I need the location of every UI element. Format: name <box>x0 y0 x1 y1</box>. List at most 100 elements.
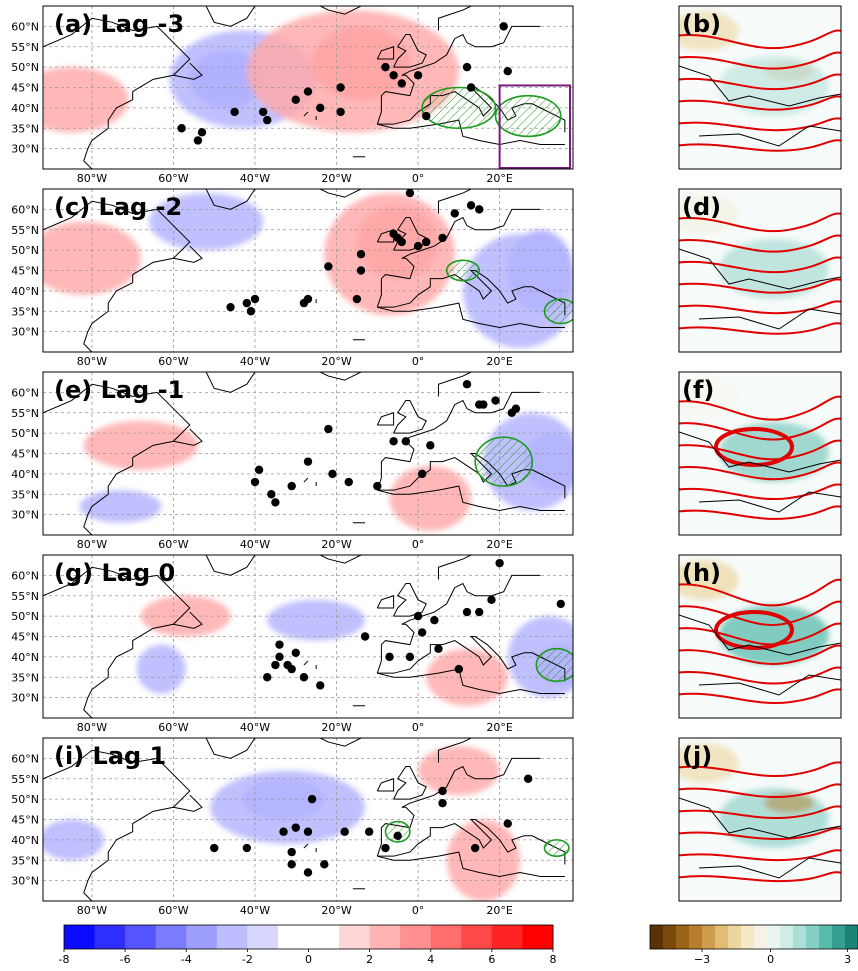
geopotential-contour <box>679 688 841 704</box>
side-coastline <box>679 65 841 107</box>
event-point <box>210 843 219 853</box>
event-point <box>356 250 366 259</box>
lon-tick-label: 80°W <box>77 721 107 734</box>
map-frame <box>42 737 574 902</box>
event-point <box>462 380 472 389</box>
side-negative-shading <box>679 743 739 783</box>
side-panel: (d) <box>678 188 842 353</box>
map-layers <box>43 372 573 535</box>
side-layers <box>679 377 841 520</box>
side-negative-shading <box>679 194 739 234</box>
colorbar-segment <box>780 925 794 949</box>
lat-tick-label: 30°N <box>11 143 39 156</box>
event-point <box>307 794 317 804</box>
panels: (a) Lag -3 60°N 55°N 50°N 45°N 40°N 35°N 30°N 80… <box>11 5 842 917</box>
geopotential-contour <box>679 666 841 685</box>
lat-tick-label: 50°N <box>11 793 39 806</box>
colorbar-segment <box>430 925 462 949</box>
positive-anomaly <box>43 221 141 295</box>
event-point <box>393 831 402 840</box>
map-panel: (g) Lag 0 60°N 55°N 50°N 45°N 40°N 35°N 30°N 80°… <box>11 554 574 734</box>
event-point <box>417 628 427 637</box>
event-point <box>250 294 260 304</box>
event-point <box>389 71 398 80</box>
lon-tick-label: 40°W <box>240 904 270 917</box>
event-point <box>291 95 300 104</box>
lon-tick-label: 80°W <box>77 172 107 185</box>
geopotential-contour <box>679 505 841 520</box>
event-point <box>263 673 272 682</box>
coastline <box>303 477 309 483</box>
geopotential-contour <box>679 300 841 315</box>
event-point <box>413 71 423 80</box>
lat-tick-label: 35°N <box>11 305 39 318</box>
side-negative-shading <box>764 61 814 81</box>
side-frame <box>678 188 842 353</box>
colorbar-segment <box>715 925 729 949</box>
coastline <box>320 555 362 564</box>
event-point <box>462 607 472 617</box>
panel-label: (i) Lag 1 <box>54 742 166 770</box>
colorbar-tick-label: 8 <box>550 953 557 966</box>
lon-tick-label: 40°W <box>240 172 270 185</box>
event-point <box>299 298 309 308</box>
event-point <box>303 457 313 466</box>
event-point <box>479 400 488 409</box>
colorbar-segment <box>369 925 401 949</box>
event-point <box>287 847 296 857</box>
lat-tick-label: 40°N <box>11 468 39 481</box>
geopotential-contour <box>679 461 841 481</box>
event-point <box>303 827 313 836</box>
colorbar-tick-label: 3 <box>844 953 851 966</box>
event-point <box>336 107 345 117</box>
lat-tick-label: 45°N <box>11 814 39 827</box>
event-point <box>470 843 480 853</box>
coastline <box>376 412 395 426</box>
event-point <box>466 83 476 92</box>
side-positive-shading <box>719 239 829 299</box>
geopotential-contour <box>679 644 841 665</box>
colorbar-segment <box>216 925 248 949</box>
event-point <box>356 266 366 275</box>
event-point <box>193 136 203 145</box>
colorbar-segment <box>806 925 820 949</box>
colorbars: -8 -6 -4 -2 0 2 4 6 8 −3 0 3 <box>59 924 858 966</box>
side-shading <box>679 194 829 299</box>
side-panel: (f) <box>678 371 842 536</box>
side-frame <box>678 371 842 536</box>
side-coastline <box>698 674 841 696</box>
coastline <box>320 738 362 747</box>
coastline <box>43 200 191 352</box>
colorbar-segment <box>832 925 846 949</box>
colorbar-segment <box>663 925 677 949</box>
colorbar-frame <box>649 924 858 950</box>
event-point <box>364 827 374 836</box>
event-point <box>275 640 284 649</box>
side-coastline <box>698 857 841 879</box>
event-point <box>324 424 333 434</box>
colorbar-segment <box>819 925 833 949</box>
lon-tick-label: 20°W <box>321 355 351 368</box>
coastline <box>377 485 565 512</box>
event-point <box>340 827 349 836</box>
coastline <box>320 6 362 15</box>
coastline <box>43 566 191 718</box>
negative-anomaly <box>267 599 366 641</box>
event-point <box>405 652 415 662</box>
side-frame <box>678 5 842 170</box>
colorbar-tick-label: −3 <box>694 953 710 966</box>
side-negative-shading <box>679 11 739 51</box>
coastline <box>377 119 565 146</box>
side-panel: (h) <box>678 554 842 719</box>
coastline <box>43 17 191 169</box>
geopotential-contour <box>679 73 841 91</box>
side-panel-label: (j) <box>682 742 712 770</box>
significance-hatch <box>543 298 573 325</box>
colorbar-segment <box>702 925 716 949</box>
lat-tick-label: 30°N <box>11 509 39 522</box>
colorbar-segment <box>767 925 781 949</box>
lat-tick-label: 50°N <box>11 244 39 257</box>
geopotential-contour <box>679 805 841 820</box>
lat-tick-label: 35°N <box>11 122 39 135</box>
lon-tick-label: 20°E <box>486 172 512 185</box>
